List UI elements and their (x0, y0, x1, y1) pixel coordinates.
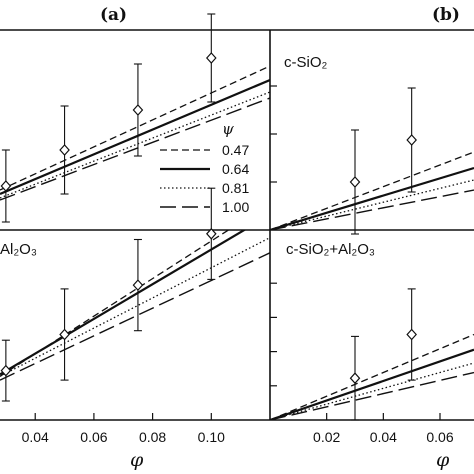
x-tick-label: 0.04 (370, 429, 397, 445)
diamond-marker (349, 176, 361, 188)
series-line-0-64 (270, 166, 474, 230)
series-line-0-64 (0, 230, 247, 376)
data-point (0, 339, 12, 402)
x-tick-label: 0.08 (139, 429, 166, 445)
x-tick-label: 0.06 (80, 429, 107, 445)
tick-labels: 0.04 0.06 0.08 0.10 0.02 0.04 0.06 (22, 429, 454, 445)
legend-label: 0.47 (222, 142, 249, 158)
series-line-0-81 (270, 179, 474, 230)
diamond-marker (205, 227, 217, 240)
diamond-marker (205, 52, 217, 64)
data-point (59, 288, 70, 381)
model-curves (0, 65, 474, 420)
diamond-marker (406, 134, 417, 146)
series-line-0-64 (0, 78, 270, 196)
series-line-1-00 (0, 97, 270, 201)
label-al2o3: Al₂O₃ (0, 241, 37, 258)
diamond-marker (59, 144, 70, 156)
legend: ψ 0.47 0.64 0.81 1.00 (160, 120, 249, 215)
label-c-sio2: c-SiO₂ (284, 54, 328, 71)
curves-a-top (0, 65, 270, 201)
panel-label-b: (b) (432, 5, 460, 25)
diamond-marker (132, 279, 144, 291)
series-line-1-00 (0, 252, 270, 381)
data-point (406, 87, 417, 193)
data-point (349, 129, 361, 235)
series-line-0-64 (270, 348, 474, 420)
x-tick-label: 0.04 (22, 429, 49, 445)
series-line-1-00 (270, 371, 474, 420)
data-point (132, 238, 144, 332)
data-point (205, 13, 217, 103)
series-line-1-00 (270, 189, 474, 230)
plot-frames (0, 29, 474, 421)
panel-label-a: (a) (100, 5, 127, 25)
data-point (0, 149, 12, 223)
series-line-0-81 (0, 91, 270, 199)
label-c-sio2-al2o3: c-SiO₂+Al₂O₃ (286, 241, 375, 258)
series-line-0-47 (270, 151, 474, 230)
legend-label: 0.81 (222, 180, 249, 196)
legend-title: ψ (222, 120, 234, 138)
diamond-marker (132, 104, 144, 116)
curves-a-bottom (0, 230, 270, 381)
legend-label: 1.00 (222, 199, 249, 215)
series-line-0-81 (270, 362, 474, 420)
series-line-0-81 (0, 237, 270, 377)
series-line-0-47 (0, 65, 270, 191)
diamond-marker (0, 364, 12, 377)
diamond-marker (349, 372, 361, 385)
diamond-marker (59, 328, 70, 341)
curves-b-top (270, 151, 474, 230)
diamond-marker (406, 328, 417, 341)
data-point (132, 63, 144, 157)
curves-b-bottom (270, 333, 474, 420)
series-line-0-47 (0, 230, 230, 377)
x-tick-label: 0.06 (426, 429, 453, 445)
data-point (406, 288, 417, 381)
x-tick-label: 0.10 (198, 429, 225, 445)
x-axis-title-b: φ (436, 449, 450, 471)
tick-marks (34, 85, 441, 420)
legend-label: 0.64 (222, 161, 249, 177)
data-points (0, 13, 417, 421)
data-point (349, 335, 361, 421)
x-tick-label: 0.02 (313, 429, 340, 445)
diamond-marker (0, 180, 12, 192)
data-point (59, 105, 70, 195)
x-axis-title-a: φ (130, 449, 144, 471)
series-line-0-47 (270, 333, 474, 420)
